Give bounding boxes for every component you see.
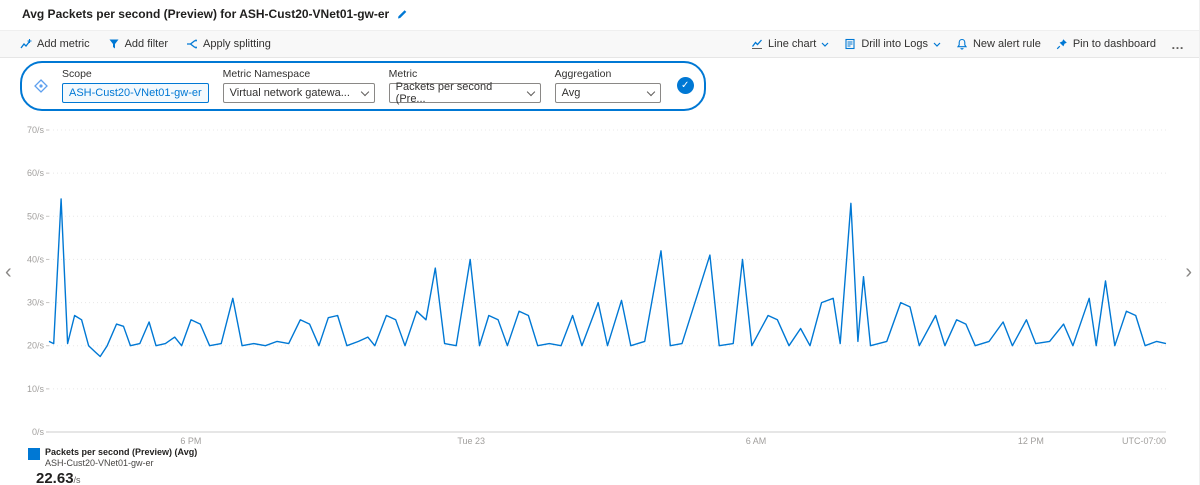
legend-resource: ASH-Cust20-VNet01-gw-er [45,458,154,468]
legend-swatch [28,448,40,460]
alert-bell-icon [956,38,968,50]
apply-splitting-button[interactable]: Apply splitting [186,38,271,50]
toolbar-left-group: Add metric Add filter Apply splitting [20,38,271,50]
chevron-down-icon [360,87,369,96]
new-alert-rule-button[interactable]: New alert rule [956,38,1041,50]
previous-chart-arrow[interactable]: ‹ [5,261,12,283]
add-metric-label: Add metric [37,38,90,50]
metrics-chart[interactable]: 0/s 10/s 20/s 30/s 40/s 50/s 60/s 70/s 6 PM Tue 2… [1,100,1199,446]
metric-label: Metric [388,68,418,80]
toolbar-right-group: Line chart Drill into Logs New alert rul [751,37,1185,52]
more-options-button[interactable]: … [1171,37,1185,52]
filter-icon [108,38,120,50]
svg-text:60/s: 60/s [27,168,45,178]
logs-icon [844,38,856,50]
chart-legend: Packets per second (Preview) (Avg) ASH-C… [28,447,197,485]
add-filter-label: Add filter [124,38,168,50]
scope-field: Scope ASH-Cust20-VNet01-gw-er [62,68,209,103]
split-icon [186,38,198,50]
svg-text:0/s: 0/s [32,427,45,437]
scope-value[interactable]: ASH-Cust20-VNet01-gw-er [62,83,209,103]
metric-definition-row: Scope ASH-Cust20-VNet01-gw-er Metric Nam… [20,61,706,111]
add-metric-icon [20,38,32,50]
new-alert-rule-label: New alert rule [972,38,1041,50]
legend-series-label: Packets per second (Preview) (Avg) [45,447,198,457]
edit-title-icon[interactable] [396,8,408,20]
legend-series-item[interactable]: Packets per second (Preview) (Avg) ASH-C… [28,447,197,469]
scope-resource-icon [34,78,48,93]
valid-check-icon: ✓ [676,77,694,94]
page-title: Avg Packets per second (Preview) for ASH… [22,7,390,21]
aggregation-select[interactable]: Avg [554,83,661,103]
svg-text:70/s: 70/s [27,125,45,135]
aggregation-label: Aggregation [554,68,612,80]
chart-area: 0/s 10/s 20/s 30/s 40/s 50/s 60/s 70/s 6 PM Tue 2… [1,100,1199,450]
chevron-down-icon [526,87,535,96]
metric-select[interactable]: Packets per second (Pre... [388,81,541,105]
svg-text:50/s: 50/s [27,211,45,221]
scope-label: Scope [62,68,92,80]
add-filter-button[interactable]: Add filter [108,38,168,50]
drill-into-logs-dropdown[interactable]: Drill into Logs [844,38,941,50]
pin-to-dashboard-label: Pin to dashboard [1072,38,1156,50]
svg-text:40/s: 40/s [27,254,45,264]
pin-icon [1056,38,1068,50]
chart-type-label: Line chart [768,38,817,50]
more-options-icon: … [1171,36,1185,52]
svg-text:6 PM: 6 PM [180,436,201,445]
aggregation-field: Aggregation Avg [554,68,661,103]
namespace-field: Metric Namespace Virtual network gatewa.… [222,68,375,103]
namespace-value: Virtual network gatewa... [229,87,350,99]
svg-text:10/s: 10/s [27,384,45,394]
svg-text:12 PM: 12 PM [1018,436,1044,445]
drill-into-logs-label: Drill into Logs [861,38,928,50]
svg-text:30/s: 30/s [27,298,45,308]
metric-field: Metric Packets per second (Pre... [388,68,541,105]
namespace-label: Metric Namespace [222,68,311,80]
add-metric-button[interactable]: Add metric [20,38,90,50]
svg-text:UTC-07:00: UTC-07:00 [1122,436,1166,445]
chart-type-dropdown[interactable]: Line chart [751,38,829,50]
chart-title-row: Avg Packets per second (Preview) for ASH… [22,7,408,21]
apply-splitting-label: Apply splitting [203,38,271,50]
chevron-down-icon [821,42,829,47]
svg-text:Tue 23: Tue 23 [457,436,485,445]
legend-aggregate-value: 22.63/s [36,470,81,485]
chevron-down-icon [933,42,941,47]
chevron-down-icon [646,87,655,96]
svg-text:6 AM: 6 AM [746,436,767,445]
pin-to-dashboard-button[interactable]: Pin to dashboard [1056,38,1156,50]
svg-text:20/s: 20/s [27,341,45,351]
next-chart-arrow[interactable]: › [1185,261,1192,283]
aggregation-value: Avg [561,87,581,99]
line-chart-icon [751,38,763,50]
metric-value: Packets per second (Pre... [395,81,493,105]
chart-toolbar: Add metric Add filter Apply splitting [0,30,1199,58]
namespace-select[interactable]: Virtual network gatewa... [222,83,375,103]
